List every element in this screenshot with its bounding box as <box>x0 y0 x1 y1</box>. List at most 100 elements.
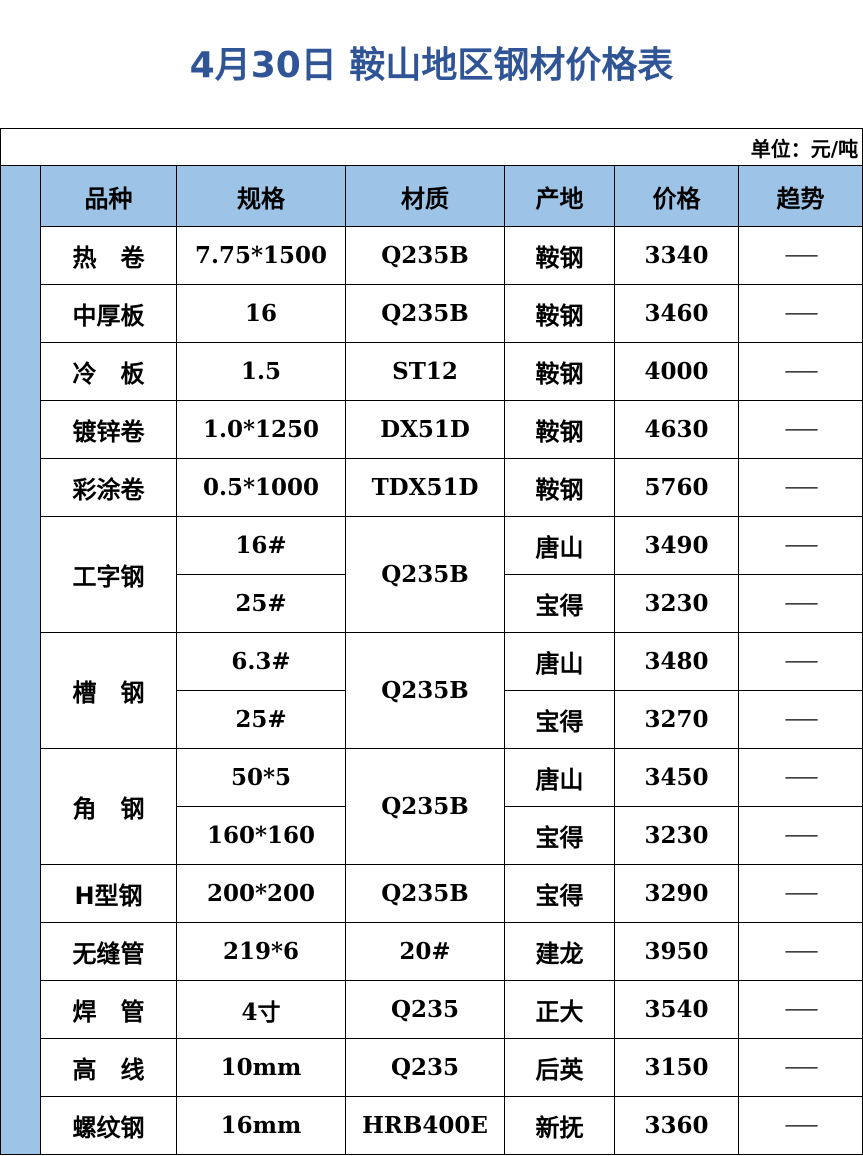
material-cell: Q235 <box>345 1038 505 1097</box>
price-cell: 3540 <box>614 980 739 1039</box>
spec-cell: 1.5 <box>176 342 346 401</box>
price-cell: 3230 <box>614 806 739 865</box>
price-cell: 3340 <box>614 226 739 285</box>
trend-cell: —— <box>737 690 863 749</box>
trend-cell: —— <box>737 342 863 401</box>
material-cell: Q235B <box>345 864 505 923</box>
material-cell: Q235B <box>345 284 505 343</box>
page-title: 4月30日 鞍山地区钢材价格表 <box>189 45 674 86</box>
price-cell: 3450 <box>614 748 739 807</box>
header-origin: 产地 <box>504 165 615 227</box>
price-cell: 4630 <box>614 400 739 459</box>
trend-cell: —— <box>737 632 863 691</box>
product-cell: 螺纹钢 <box>40 1096 177 1155</box>
origin-cell: 后英 <box>504 1038 615 1097</box>
origin-cell: 建龙 <box>504 922 615 981</box>
material-cell: Q235B <box>345 748 505 865</box>
price-cell: 3490 <box>614 516 739 575</box>
table-row: 彩涂卷 0.5*1000 TDX51D 鞍钢 5760 —— <box>1 458 863 517</box>
material-cell: Q235B <box>345 632 505 749</box>
spec-cell: 16mm <box>176 1096 346 1155</box>
unit-label: 单位：元/吨 <box>0 128 863 166</box>
product-cell: 冷 板 <box>40 342 177 401</box>
header-material: 材质 <box>345 165 505 227</box>
trend-cell: —— <box>737 226 863 285</box>
product-cell: 工字钢 <box>40 516 177 633</box>
spec-cell: 219*6 <box>176 922 346 981</box>
price-cell: 3150 <box>614 1038 739 1097</box>
origin-cell: 正大 <box>504 980 615 1039</box>
origin-cell: 宝得 <box>504 574 615 633</box>
table-row: 160*160 宝得 3230 —— <box>1 806 863 865</box>
origin-cell: 唐山 <box>504 516 615 575</box>
table-row: 中厚板 16 Q235B 鞍钢 3460 —— <box>1 284 863 343</box>
product-cell: 镀锌卷 <box>40 400 177 459</box>
trend-cell: —— <box>737 748 863 807</box>
table-row: 热 卷 7.75*1500 Q235B 鞍钢 3340 —— <box>1 226 863 285</box>
origin-cell: 宝得 <box>504 864 615 923</box>
origin-cell: 唐山 <box>504 748 615 807</box>
table-row: 镀锌卷 1.0*1250 DX51D 鞍钢 4630 —— <box>1 400 863 459</box>
material-cell: Q235B <box>345 516 505 633</box>
trend-cell: —— <box>737 864 863 923</box>
trend-cell: —— <box>737 458 863 517</box>
table-row: 冷 板 1.5 ST12 鞍钢 4000 —— <box>1 342 863 401</box>
product-cell: 槽 钢 <box>40 632 177 749</box>
material-cell: DX51D <box>345 400 505 459</box>
spec-cell: 1.0*1250 <box>176 400 346 459</box>
spec-cell: 160*160 <box>176 806 346 865</box>
price-cell: 3230 <box>614 574 739 633</box>
product-cell: 无缝管 <box>40 922 177 981</box>
trend-cell: —— <box>737 284 863 343</box>
trend-cell: —— <box>737 400 863 459</box>
material-cell: Q235 <box>345 980 505 1039</box>
spec-cell: 0.5*1000 <box>176 458 346 517</box>
table-row: 工字钢 16# Q235B 唐山 3490 —— <box>1 516 863 633</box>
spec-cell: 7.75*1500 <box>176 226 346 285</box>
price-cell: 3950 <box>614 922 739 981</box>
table-row: 槽 钢 6.3# Q235B 唐山 3480 —— <box>1 632 863 749</box>
origin-cell: 新抚 <box>504 1096 615 1155</box>
price-cell: 4000 <box>614 342 739 401</box>
product-cell: 中厚板 <box>40 284 177 343</box>
header-product: 品种 <box>40 165 177 227</box>
header-row: 品种 规格 材质 产地 价格 趋势 <box>0 165 863 1155</box>
spec-cell: 16 <box>176 284 346 343</box>
trend-cell: —— <box>737 1096 863 1155</box>
header-spec: 规格 <box>176 165 346 227</box>
price-cell: 3360 <box>614 1096 739 1155</box>
side-strip <box>0 165 41 1155</box>
table-row: 螺纹钢 16mm HRB400E 新抚 3360 —— <box>1 1096 863 1155</box>
table-row: 焊 管 4寸 Q235 正大 3540 —— <box>1 980 863 1039</box>
header-trend: 趋势 <box>737 165 863 227</box>
origin-cell: 鞍钢 <box>504 458 615 517</box>
material-cell: ST12 <box>345 342 505 401</box>
header-price: 价格 <box>614 165 739 227</box>
product-cell: 彩涂卷 <box>40 458 177 517</box>
origin-cell: 唐山 <box>504 632 615 691</box>
table-row: 角 钢 50*5 Q235B 唐山 3450 —— <box>1 748 863 865</box>
origin-cell: 宝得 <box>504 806 615 865</box>
material-cell: HRB400E <box>345 1096 505 1155</box>
trend-cell: —— <box>737 574 863 633</box>
spec-cell: 4寸 <box>176 980 346 1039</box>
price-cell: 5760 <box>614 458 739 517</box>
material-cell: 20# <box>345 922 505 981</box>
spec-cell: 16# <box>176 516 346 575</box>
spec-cell: 6.3# <box>176 632 346 691</box>
trend-cell: —— <box>737 806 863 865</box>
origin-cell: 鞍钢 <box>504 226 615 285</box>
trend-cell: —— <box>737 1038 863 1097</box>
origin-cell: 鞍钢 <box>504 342 615 401</box>
spec-cell: 10mm <box>176 1038 346 1097</box>
price-cell: 3270 <box>614 690 739 749</box>
price-table: 单位：元/吨 品种 规格 材质 产地 价格 趋势 热 卷 7.75*1500 Q23… <box>0 128 863 1155</box>
trend-cell: —— <box>737 516 863 575</box>
spec-cell: 25# <box>176 574 346 633</box>
table-row: H型钢 200*200 Q235B 宝得 3290 —— <box>1 864 863 923</box>
material-cell: TDX51D <box>345 458 505 517</box>
origin-cell: 鞍钢 <box>504 284 615 343</box>
spec-cell: 200*200 <box>176 864 346 923</box>
product-cell: 热 卷 <box>40 226 177 285</box>
price-cell: 3290 <box>614 864 739 923</box>
